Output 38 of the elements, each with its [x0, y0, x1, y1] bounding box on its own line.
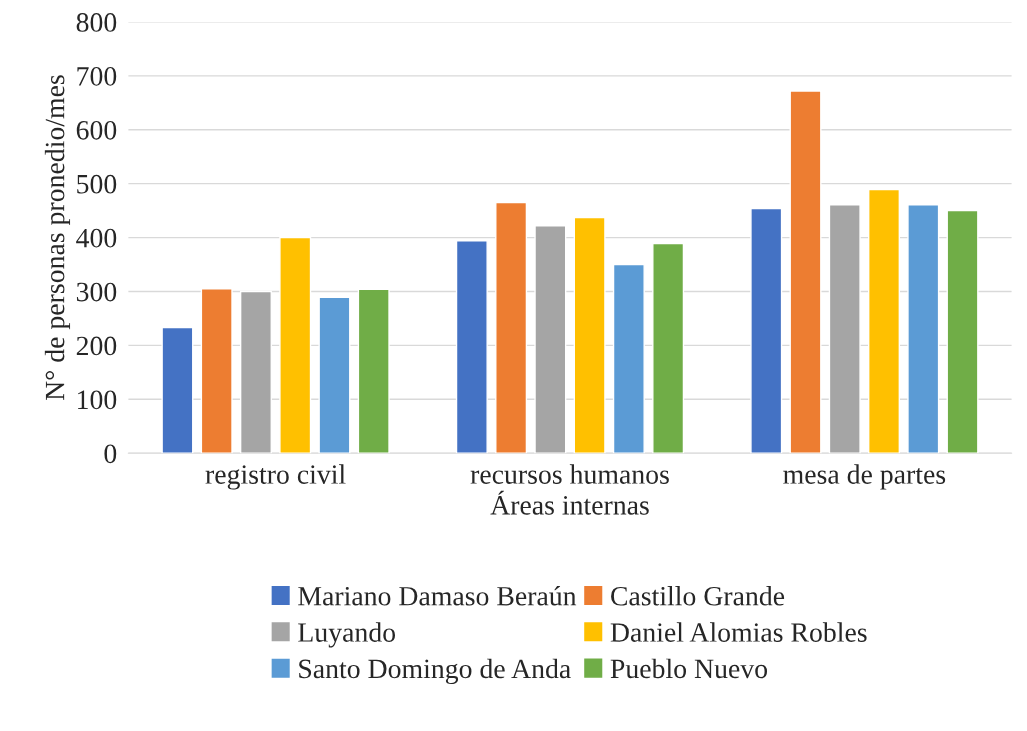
y-tick-label: 200	[76, 336, 117, 356]
bar	[200, 288, 233, 454]
bar	[279, 236, 312, 454]
y-axis-title: N° de personas pronedio/mes	[44, 75, 71, 401]
bar	[750, 207, 783, 454]
y-tick-label: 0	[104, 444, 117, 464]
bar	[455, 240, 488, 454]
bar	[946, 209, 979, 454]
bar	[828, 203, 861, 454]
bar	[907, 203, 940, 454]
bar	[318, 296, 351, 454]
legend-label: Pueblo Nuevo	[610, 658, 768, 679]
y-tick-label: 400	[76, 228, 117, 248]
legend-label: Mariano Damaso Beraún	[298, 586, 577, 606]
bar	[573, 216, 606, 454]
legend-label: Luyando	[298, 622, 396, 648]
legend-label: Castillo Grande	[611, 586, 785, 606]
legend-label: Daniel Alomias Robles	[610, 622, 867, 642]
bar	[161, 326, 194, 454]
legend-label: Santo Domingo de Anda	[299, 658, 571, 684]
y-tick-label: 300	[76, 282, 117, 302]
bar	[652, 242, 685, 454]
x-tick-label: mesa de partes	[783, 464, 946, 490]
x-tick-label: recursos humanos	[470, 464, 669, 484]
bar	[789, 90, 822, 454]
y-tick-label: 600	[76, 120, 117, 140]
y-tick-label: 500	[77, 174, 117, 194]
bar	[868, 188, 901, 454]
bar	[534, 225, 567, 454]
bar	[495, 201, 528, 454]
x-axis-title: Áreas internas	[490, 490, 649, 515]
x-tick-label: registro civil	[205, 464, 346, 490]
bar	[357, 288, 390, 454]
y-tick-label: 700	[77, 67, 117, 86]
y-tick-label: 100	[78, 390, 117, 410]
y-tick-label: 800	[76, 13, 117, 32]
bar	[239, 290, 272, 454]
bar	[612, 263, 645, 454]
